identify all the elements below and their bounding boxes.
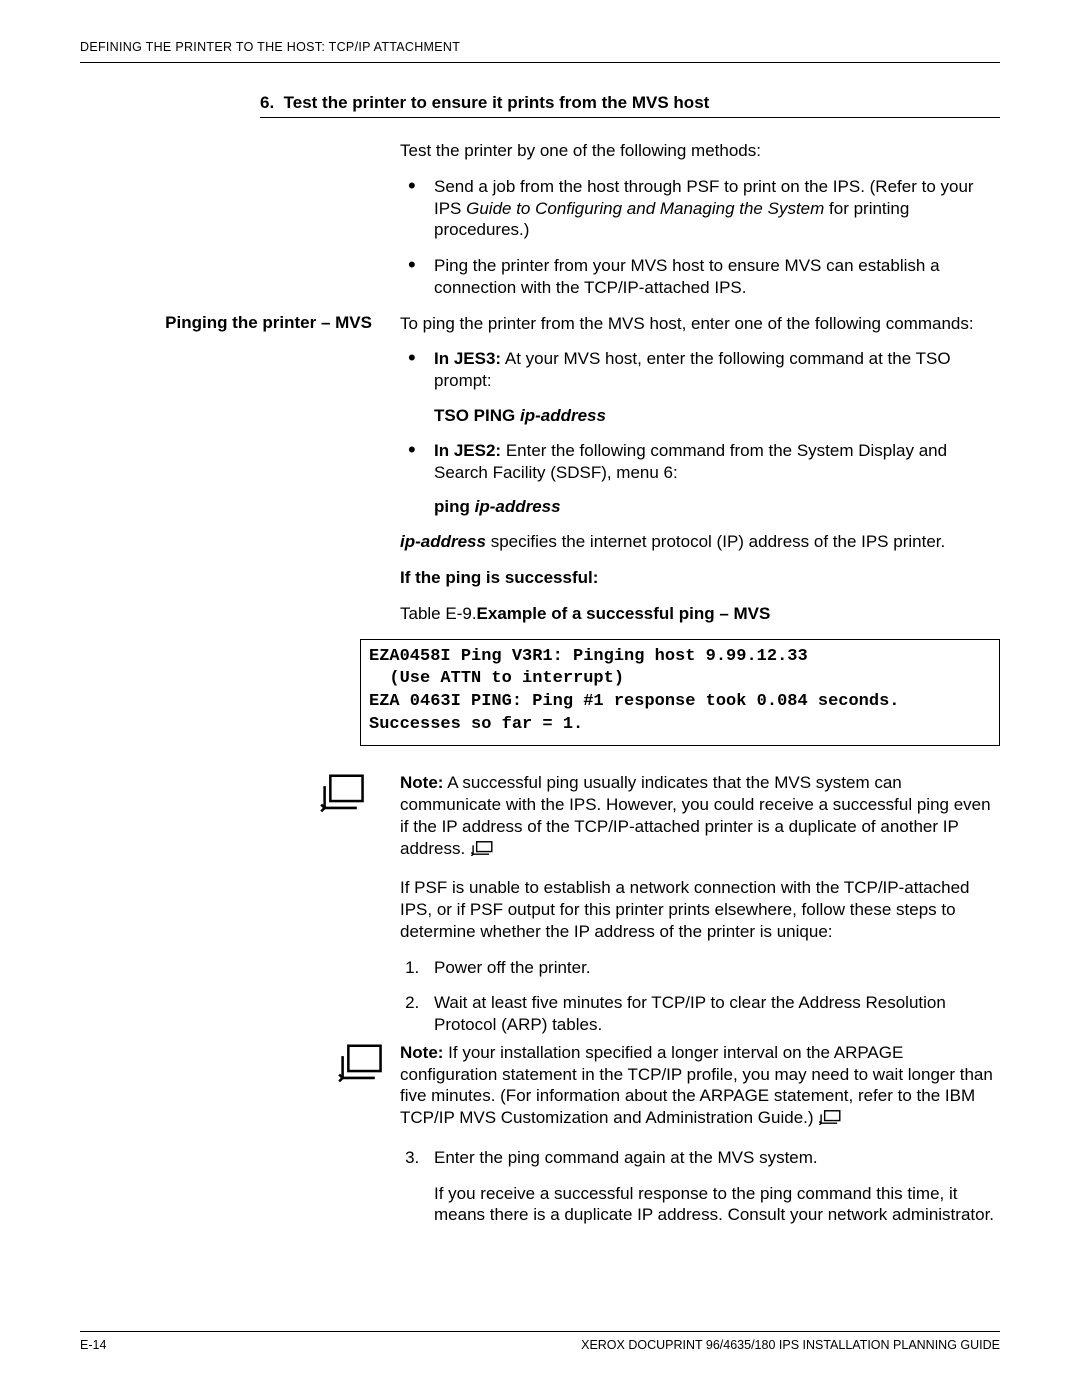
jes-list-2: In JES2: Enter the following command fro… bbox=[400, 440, 1000, 484]
jes2-text: Enter the following command from the Sys… bbox=[434, 441, 947, 482]
step-item: Enter the ping command again at the MVS … bbox=[424, 1147, 1000, 1226]
psf-para: If PSF is unable to establish a network … bbox=[400, 877, 1000, 942]
end-note-icon bbox=[470, 839, 494, 858]
section-title: Test the printer to ensure it prints fro… bbox=[284, 93, 710, 112]
cmd-text: TSO PING bbox=[434, 406, 520, 425]
caption-bold: Example of a successful ping – MVS bbox=[477, 604, 771, 623]
section-heading: 6. Test the printer to ensure it prints … bbox=[260, 93, 1000, 118]
list-item: Send a job from the host through PSF to … bbox=[400, 176, 1000, 241]
table-caption: Table E-9.Example of a successful ping –… bbox=[400, 603, 1000, 625]
end-note-icon bbox=[818, 1108, 842, 1127]
cmd-arg: ip-address bbox=[520, 406, 606, 425]
note-icon-cell bbox=[338, 1042, 400, 1129]
intro-text: Test the printer by one of the following… bbox=[400, 140, 1000, 162]
note-label: Note: bbox=[400, 773, 443, 792]
jes3-text: At your MVS host, enter the following co… bbox=[434, 349, 951, 390]
side-label: Pinging the printer – MVS bbox=[80, 313, 400, 639]
page-footer: E-14 XEROX DOCUPRINT 96/4635/180 IPS INS… bbox=[80, 1331, 1000, 1352]
note-block-2: Note: If your installation specified a l… bbox=[338, 1042, 1000, 1129]
ip-explanation: ip-address specifies the internet protoc… bbox=[400, 531, 1000, 553]
note-icon-cell bbox=[80, 772, 400, 859]
jes-list: In JES3: At your MVS host, enter the fol… bbox=[400, 348, 1000, 392]
jes2-command: ping ip-address bbox=[434, 497, 1000, 517]
page-number: E-14 bbox=[80, 1338, 106, 1352]
list-item: Ping the printer from your MVS host to e… bbox=[400, 255, 1000, 299]
ping-intro: To ping the printer from the MVS host, e… bbox=[400, 313, 1000, 335]
section-number: 6. bbox=[260, 93, 274, 112]
code-line: EZA0458I Ping V3R1: Pinging host 9.99.12… bbox=[369, 647, 808, 666]
steps-list: Power off the printer. Wait at least fiv… bbox=[400, 957, 1000, 1227]
note-label: Note: bbox=[400, 1043, 443, 1062]
cmd-arg: ip-address bbox=[475, 497, 561, 516]
list-item: In JES2: Enter the following command fro… bbox=[400, 440, 1000, 484]
note-icon bbox=[338, 1042, 384, 1084]
note-block-1: Note: A successful ping usually indicate… bbox=[80, 772, 1000, 859]
note-text: If your installation specified a longer … bbox=[400, 1043, 993, 1127]
step3-para: If you receive a successful response to … bbox=[434, 1183, 1000, 1227]
if-success-heading: If the ping is successful: bbox=[400, 567, 1000, 589]
step-item: Wait at least five minutes for TCP/IP to… bbox=[424, 992, 1000, 1129]
running-header: DEFINING THE PRINTER TO THE HOST: TCP/IP… bbox=[80, 40, 1000, 63]
step-text: Enter the ping command again at the MVS … bbox=[434, 1148, 818, 1167]
text-run-italic: Guide to Configuring and Managing the Sy… bbox=[466, 199, 824, 218]
ip-term: ip-address bbox=[400, 532, 486, 551]
jes3-label: In JES3: bbox=[434, 349, 501, 368]
note-body: Note: If your installation specified a l… bbox=[400, 1042, 1000, 1129]
note-body: Note: A successful ping usually indicate… bbox=[400, 772, 1000, 859]
jes3-command: TSO PING ip-address bbox=[434, 406, 1000, 426]
step-text: Wait at least five minutes for TCP/IP to… bbox=[434, 993, 946, 1034]
footer-title: XEROX DOCUPRINT 96/4635/180 IPS INSTALLA… bbox=[581, 1338, 1000, 1352]
note-icon bbox=[320, 772, 366, 814]
jes2-label: In JES2: bbox=[434, 441, 501, 460]
ip-rest: specifies the internet protocol (IP) add… bbox=[486, 532, 945, 551]
page: DEFINING THE PRINTER TO THE HOST: TCP/IP… bbox=[0, 0, 1080, 1397]
code-example: EZA0458I Ping V3R1: Pinging host 9.99.12… bbox=[360, 639, 1000, 747]
cmd-text: ping bbox=[434, 497, 475, 516]
side-body: To ping the printer from the MVS host, e… bbox=[400, 313, 1000, 639]
list-item: In JES3: At your MVS host, enter the fol… bbox=[400, 348, 1000, 392]
ping-section: Pinging the printer – MVS To ping the pr… bbox=[80, 313, 1000, 639]
code-line: EZA 0463I PING: Ping #1 response took 0.… bbox=[369, 692, 900, 711]
code-line: Successes so far = 1. bbox=[369, 715, 583, 734]
intro-block: Test the printer by one of the following… bbox=[400, 140, 1000, 299]
method-list: Send a job from the host through PSF to … bbox=[400, 176, 1000, 299]
step-item: Power off the printer. bbox=[424, 957, 1000, 979]
psf-block: If PSF is unable to establish a network … bbox=[400, 877, 1000, 1226]
caption-lead: Table E-9. bbox=[400, 604, 477, 623]
code-line: (Use ATTN to interrupt) bbox=[369, 669, 624, 688]
